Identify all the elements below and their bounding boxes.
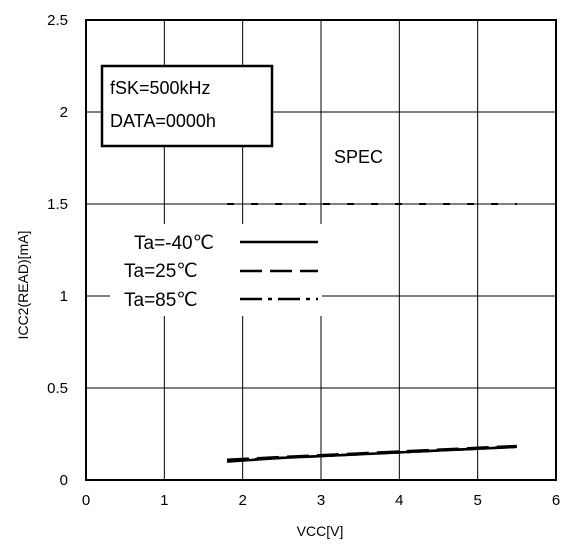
legend-label-3: Ta=85℃ (124, 290, 198, 311)
x-tick-label: 4 (395, 492, 403, 509)
y-tick-label: 0 (60, 472, 68, 489)
x-tick-label: 2 (238, 492, 246, 509)
condition-data: DATA=0000h (110, 111, 216, 131)
y-tick-label: 1.5 (47, 196, 68, 213)
legend: Ta=-40℃ Ta=25℃ Ta=85℃ (110, 224, 322, 316)
y-axis-label: ICC2(READ)[mA] (15, 231, 31, 340)
y-tick-labels: 0 0.5 1 1.5 2 2.5 (47, 12, 68, 489)
x-tick-labels: 0 1 2 3 4 5 6 (82, 492, 560, 509)
x-axis-label: VCC[V] (297, 523, 344, 539)
y-tick-label: 2 (60, 104, 68, 121)
series-layer (226, 444, 517, 463)
x-tick-label: 1 (160, 492, 168, 509)
series-line-3 (226, 445, 517, 462)
x-tick-label: 0 (82, 492, 90, 509)
x-tick-label: 5 (473, 492, 481, 509)
legend-label-1: Ta=-40℃ (134, 233, 214, 254)
x-tick-label: 3 (317, 492, 325, 509)
x-tick-label: 6 (552, 492, 560, 509)
spec-label: SPEC (334, 147, 383, 167)
y-tick-label: 0.5 (47, 380, 68, 397)
y-tick-label: 2.5 (47, 12, 68, 29)
y-tick-label: 1 (60, 288, 68, 305)
plot-frame (85, 19, 557, 481)
spec-line-group: SPEC (227, 147, 517, 205)
conditions-box: fSK=500kHz DATA=0000h (100, 64, 274, 148)
condition-fsk: fSK=500kHz (110, 78, 211, 98)
legend-label-2: Ta=25℃ (124, 261, 198, 282)
